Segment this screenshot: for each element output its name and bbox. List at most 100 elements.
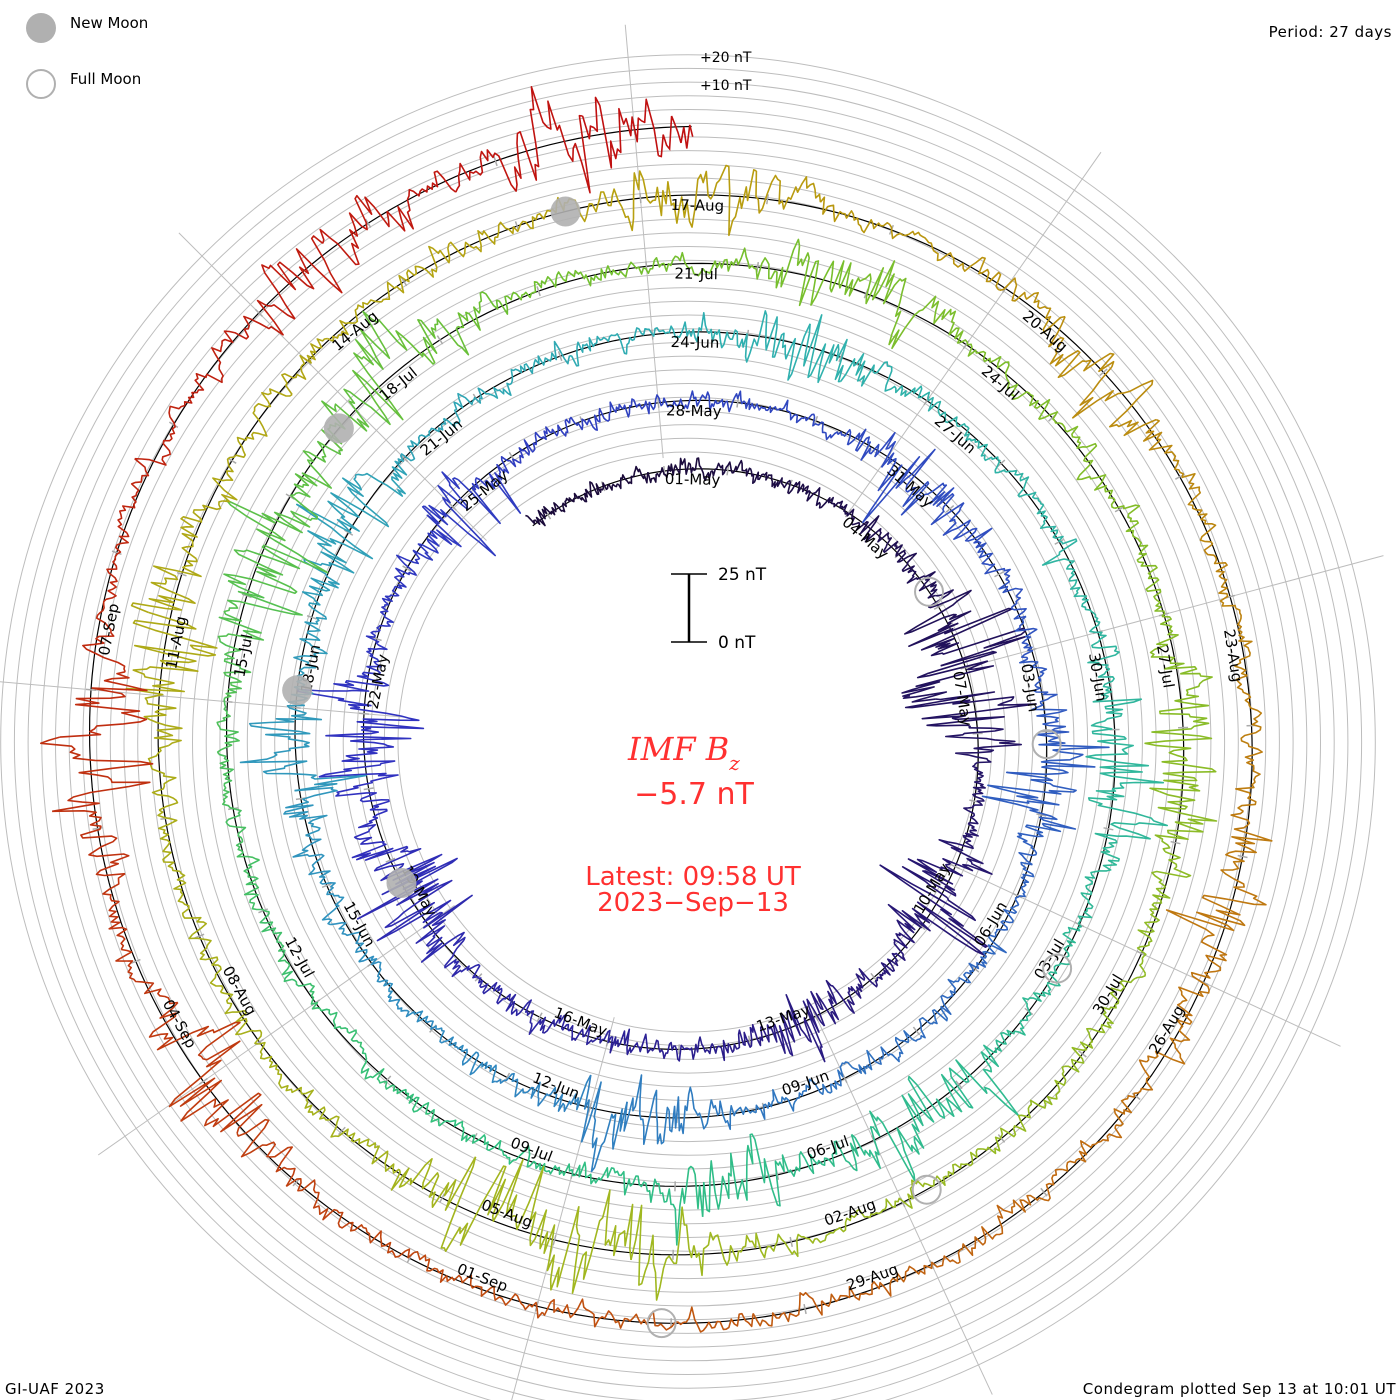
bz-trace-segment bbox=[936, 400, 971, 442]
bz-trace-segment bbox=[221, 299, 296, 345]
bz-trace-segment bbox=[461, 1048, 497, 1084]
bz-trace-segment bbox=[327, 473, 390, 528]
bz-trace-segment bbox=[584, 481, 619, 498]
bz-trace-segment bbox=[689, 390, 733, 413]
bz-trace-segment bbox=[681, 1036, 719, 1060]
bz-trace-segment bbox=[940, 252, 1002, 291]
bz-trace-segment bbox=[889, 1255, 959, 1286]
bz-trace-segment bbox=[693, 1231, 757, 1277]
bz-trace-segment bbox=[581, 96, 660, 169]
bz-trace-segment bbox=[457, 463, 522, 525]
date-label: 09-Jul bbox=[508, 1134, 555, 1166]
day-tick bbox=[285, 493, 295, 500]
new-moon-legend-label: New Moon bbox=[70, 14, 148, 32]
day-tick bbox=[385, 857, 396, 863]
bz-trace-segment bbox=[348, 1221, 415, 1259]
day-tick bbox=[168, 421, 179, 428]
bz-trace-segment bbox=[525, 502, 558, 527]
bz-trace-segment bbox=[513, 1165, 580, 1291]
bz-trace-segment bbox=[805, 487, 840, 509]
scale-top-label: 25 nT bbox=[718, 565, 767, 585]
bz-trace-segment bbox=[873, 1179, 928, 1216]
bz-trace-segment bbox=[1087, 788, 1168, 842]
bz-trace-segment bbox=[1203, 543, 1237, 609]
day-tick bbox=[639, 193, 642, 204]
bz-trace-segment bbox=[245, 388, 293, 441]
new-moon-marker bbox=[550, 196, 581, 227]
grid-circles bbox=[0, 54, 1376, 1400]
bz-trace-segment bbox=[147, 744, 179, 811]
plus10-label: +10 nT bbox=[700, 78, 752, 94]
bz-trace-segment bbox=[623, 1074, 670, 1145]
bz-trace-segment bbox=[1048, 316, 1115, 379]
grid-circle bbox=[14, 68, 1362, 1400]
bz-trace-segment bbox=[537, 1074, 592, 1113]
bz-trace-segment bbox=[780, 994, 826, 1063]
bz-trace-segment bbox=[1165, 877, 1267, 941]
bz-trace-segment bbox=[455, 149, 522, 193]
day-tick bbox=[241, 593, 252, 599]
bz-trace-segment bbox=[838, 500, 863, 531]
bz-trace bbox=[40, 86, 1273, 1333]
day-tick bbox=[400, 454, 409, 463]
bz-trace-segment bbox=[1138, 561, 1166, 618]
day-tick bbox=[789, 1236, 793, 1247]
bz-trace-segment bbox=[940, 1051, 1020, 1117]
date-label: 21-Jun bbox=[417, 415, 466, 460]
day-tick bbox=[343, 529, 354, 536]
bz-trace-segment bbox=[1076, 456, 1116, 510]
bz-trace-segment bbox=[440, 1156, 524, 1252]
bz-trace-segment bbox=[1220, 810, 1273, 880]
bz-trace-segment bbox=[249, 699, 323, 746]
bz-trace-segment bbox=[1100, 973, 1147, 1025]
day-tick bbox=[1099, 368, 1108, 377]
bz-trace-segment bbox=[1154, 790, 1218, 853]
grid-circle bbox=[287, 341, 1089, 1143]
bz-trace-segment bbox=[212, 436, 247, 503]
bz-trace-segment bbox=[901, 1075, 963, 1149]
bz-trace-segment bbox=[647, 1165, 704, 1246]
radial-line bbox=[807, 1000, 993, 1395]
bz-trace-segment bbox=[887, 903, 931, 949]
bz-trace-segment bbox=[1067, 884, 1094, 932]
bz-trace-segment bbox=[708, 328, 757, 363]
bz-trace-segment bbox=[568, 407, 611, 431]
bz-trace-segment bbox=[351, 817, 409, 861]
day-tick bbox=[870, 972, 878, 982]
bz-trace-segment bbox=[346, 1132, 400, 1174]
bz-trace-segment bbox=[475, 1285, 543, 1319]
day-tick bbox=[321, 882, 332, 889]
bz-trace-segment bbox=[320, 1008, 363, 1049]
bz-trace-segment bbox=[327, 299, 382, 343]
date-label: 21-Jul bbox=[674, 265, 718, 284]
bz-trace-segment bbox=[772, 399, 816, 424]
bz-trace-segment bbox=[987, 904, 1019, 938]
bz-trace-segment bbox=[1144, 733, 1217, 793]
bz-trace-segment bbox=[360, 1047, 399, 1092]
bz-trace-segment bbox=[882, 540, 917, 574]
radial-line bbox=[624, 24, 664, 459]
bz-trace-segment bbox=[613, 327, 662, 355]
day-tick bbox=[1040, 1187, 1048, 1197]
bz-trace-segment bbox=[683, 1306, 754, 1333]
bz-trace-segment bbox=[364, 453, 416, 497]
bz-trace-segment bbox=[677, 251, 738, 277]
bz-trace-segment bbox=[1178, 939, 1228, 1004]
bz-trace-segment bbox=[821, 1281, 892, 1307]
latest-date: 2023−Sep−13 bbox=[597, 888, 789, 918]
bz-trace-segment bbox=[494, 1072, 541, 1099]
day-tick bbox=[176, 571, 187, 577]
bz-trace-segment bbox=[82, 598, 126, 673]
date-label: 22-May bbox=[364, 653, 392, 711]
day-tick bbox=[1036, 813, 1047, 817]
bz-trace-segment bbox=[539, 1161, 595, 1185]
bz-trace-segment bbox=[1080, 595, 1107, 643]
bz-trace-segment bbox=[1149, 615, 1198, 675]
bz-trace-segment bbox=[1146, 1002, 1193, 1065]
bz-trace-segment bbox=[1136, 908, 1160, 974]
bz-trace-segment bbox=[415, 894, 473, 963]
bz-trace-segment bbox=[954, 330, 1010, 369]
bz-trace-segment bbox=[358, 955, 393, 998]
bz-trace-segment bbox=[407, 418, 447, 455]
